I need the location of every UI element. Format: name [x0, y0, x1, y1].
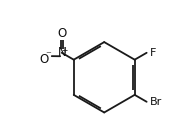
Text: F: F [150, 48, 156, 58]
Text: ⁻: ⁻ [45, 51, 51, 61]
Text: O: O [57, 27, 66, 40]
Text: Br: Br [150, 97, 162, 107]
Text: +: + [61, 46, 67, 55]
Text: N: N [57, 46, 66, 59]
Text: O: O [39, 53, 48, 66]
